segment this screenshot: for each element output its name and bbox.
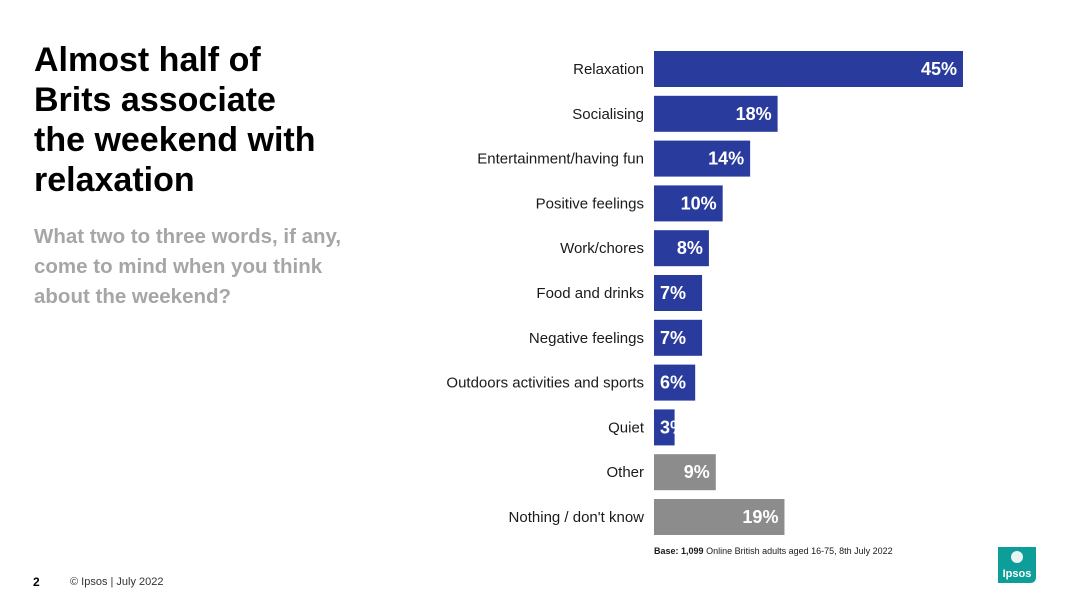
value-label: 3%: [660, 417, 686, 437]
category-label: Outdoors activities and sports: [446, 375, 644, 392]
value-label: 9%: [684, 462, 710, 482]
value-label: 18%: [736, 104, 772, 124]
value-label: 7%: [660, 283, 686, 303]
bar: [654, 230, 709, 267]
category-label: Nothing / don't know: [509, 509, 645, 526]
base-note: Base: 1,099 Online British adults aged 1…: [654, 546, 893, 556]
bar: [654, 499, 785, 535]
value-label: 6%: [660, 373, 686, 393]
bar: [654, 454, 716, 491]
page-number: 2: [33, 575, 40, 589]
base-label: Base: 1,099: [654, 546, 704, 556]
category-label: Socialising: [572, 106, 644, 123]
value-label: 7%: [660, 328, 686, 348]
ipsos-logo-text: Ipsos: [1003, 568, 1032, 580]
bar: [654, 185, 723, 222]
category-label: Quiet: [608, 419, 645, 436]
category-label: Positive feelings: [536, 195, 644, 212]
ipsos-logo-shape: [998, 547, 1036, 583]
bar: [654, 319, 703, 356]
bar: [654, 95, 778, 132]
category-label: Negative feelings: [529, 330, 644, 347]
category-label: Work/chores: [560, 240, 644, 257]
value-label: 19%: [742, 507, 778, 527]
bar: [654, 51, 963, 87]
ipsos-logo-dot: [1011, 551, 1023, 563]
ipsos-logo: Ipsos: [998, 547, 1036, 583]
bar: [654, 364, 696, 401]
category-label: Relaxation: [573, 61, 644, 78]
category-label: Entertainment/having fun: [477, 151, 644, 168]
bar: [654, 409, 675, 446]
slide-subtitle: What two to three words, if any, come to…: [34, 225, 342, 308]
category-label: Other: [606, 464, 644, 481]
bar: [654, 275, 703, 311]
base-text: Online British adults aged 16-75, 8th Ju…: [706, 546, 893, 556]
value-label: 45%: [921, 59, 957, 79]
value-label: 14%: [708, 149, 744, 169]
slide-title: Almost half of Brits associate the weeke…: [34, 41, 316, 199]
category-label: Food and drinks: [536, 285, 644, 302]
footer-copyright: © Ipsos | July 2022: [70, 576, 164, 588]
value-label: 8%: [677, 238, 703, 258]
value-label: 10%: [681, 193, 717, 213]
bar: [654, 140, 751, 177]
